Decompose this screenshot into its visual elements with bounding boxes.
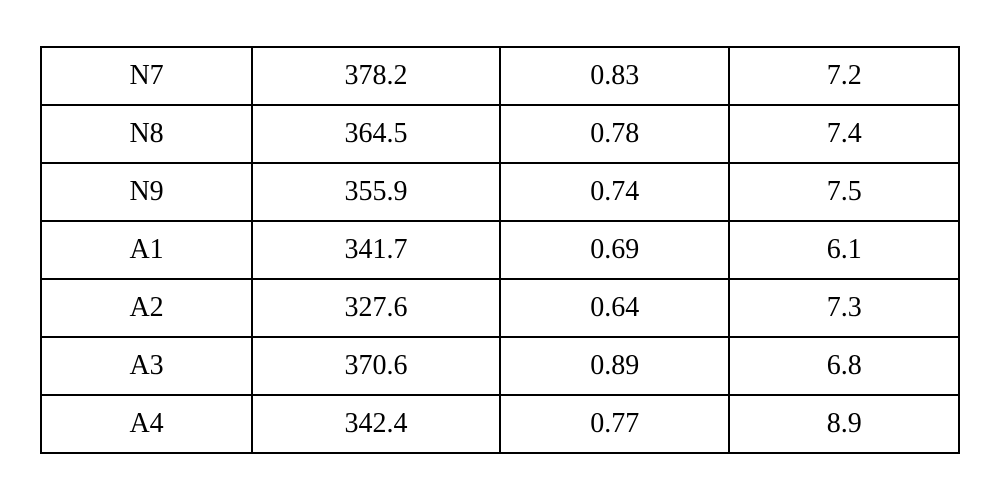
cell-label: A4: [41, 395, 252, 453]
cell-value: 327.6: [252, 279, 500, 337]
table-row: N7 378.2 0.83 7.2: [41, 47, 959, 105]
cell-value: 0.64: [500, 279, 730, 337]
cell-label: A1: [41, 221, 252, 279]
cell-value: 0.78: [500, 105, 730, 163]
cell-value: 341.7: [252, 221, 500, 279]
cell-label: A3: [41, 337, 252, 395]
cell-value: 0.69: [500, 221, 730, 279]
cell-value: 0.89: [500, 337, 730, 395]
cell-value: 355.9: [252, 163, 500, 221]
cell-value: 378.2: [252, 47, 500, 105]
cell-value: 6.1: [729, 221, 959, 279]
cell-label: N8: [41, 105, 252, 163]
cell-value: 0.74: [500, 163, 730, 221]
data-table: N7 378.2 0.83 7.2 N8 364.5 0.78 7.4 N9 3…: [40, 46, 960, 454]
cell-value: 342.4: [252, 395, 500, 453]
table-body: N7 378.2 0.83 7.2 N8 364.5 0.78 7.4 N9 3…: [41, 47, 959, 453]
cell-value: 364.5: [252, 105, 500, 163]
table-row: A3 370.6 0.89 6.8: [41, 337, 959, 395]
cell-label: A2: [41, 279, 252, 337]
cell-label: N7: [41, 47, 252, 105]
table-row: A1 341.7 0.69 6.1: [41, 221, 959, 279]
cell-value: 0.83: [500, 47, 730, 105]
cell-value: 7.2: [729, 47, 959, 105]
cell-value: 0.77: [500, 395, 730, 453]
cell-value: 7.4: [729, 105, 959, 163]
table-row: A2 327.6 0.64 7.3: [41, 279, 959, 337]
table-row: N9 355.9 0.74 7.5: [41, 163, 959, 221]
cell-value: 7.5: [729, 163, 959, 221]
cell-value: 370.6: [252, 337, 500, 395]
cell-label: N9: [41, 163, 252, 221]
table-row: N8 364.5 0.78 7.4: [41, 105, 959, 163]
cell-value: 7.3: [729, 279, 959, 337]
cell-value: 8.9: [729, 395, 959, 453]
cell-value: 6.8: [729, 337, 959, 395]
table-row: A4 342.4 0.77 8.9: [41, 395, 959, 453]
